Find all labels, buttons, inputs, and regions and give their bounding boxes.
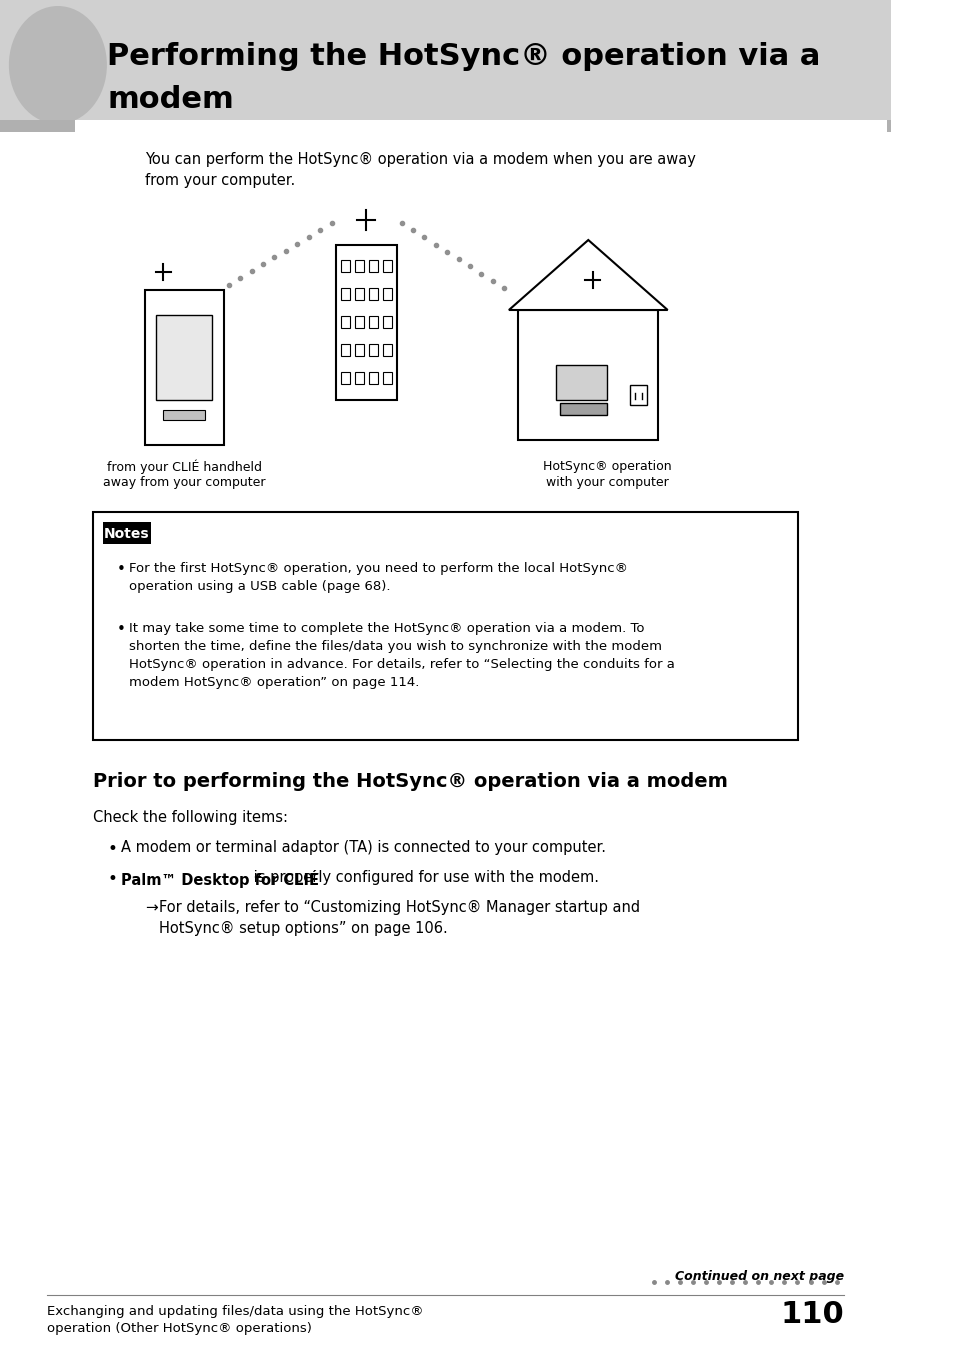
Text: •: •: [108, 869, 117, 888]
Text: Palm™ Desktop for CLIÉ: Palm™ Desktop for CLIÉ: [121, 869, 319, 888]
Text: away from your computer: away from your computer: [103, 476, 265, 489]
Text: →: →: [145, 900, 157, 915]
Text: •: •: [116, 622, 126, 637]
Bar: [382, 372, 392, 384]
Bar: [630, 385, 646, 406]
Text: operation (Other HotSync® operations): operation (Other HotSync® operations): [47, 1322, 312, 1334]
Text: is properly configured for use with the modem.: is properly configured for use with the …: [249, 869, 598, 886]
Bar: [369, 288, 377, 300]
Text: You can perform the HotSync® operation via a modem when you are away
from your c: You can perform the HotSync® operation v…: [145, 151, 695, 188]
Text: Exchanging and updating files/data using the HotSync®: Exchanging and updating files/data using…: [47, 1305, 423, 1318]
Text: from your CLIÉ handheld: from your CLIÉ handheld: [107, 460, 262, 475]
Bar: [0, 0, 890, 120]
Text: 110: 110: [780, 1301, 843, 1329]
Bar: [382, 260, 392, 272]
Bar: [355, 288, 364, 300]
Bar: [369, 372, 377, 384]
Bar: [369, 260, 377, 272]
Bar: [155, 315, 212, 400]
Text: Check the following items:: Check the following items:: [93, 810, 288, 825]
Text: •: •: [108, 840, 117, 859]
Text: Notes: Notes: [104, 527, 150, 541]
Bar: [74, 120, 886, 132]
Bar: [355, 372, 364, 384]
Text: It may take some time to complete the HotSync® operation via a modem. To
shorten: It may take some time to complete the Ho…: [129, 622, 674, 690]
Bar: [163, 410, 204, 420]
Bar: [340, 260, 350, 272]
Text: Prior to performing the HotSync® operation via a modem: Prior to performing the HotSync® operati…: [93, 772, 727, 791]
Text: with your computer: with your computer: [545, 476, 668, 489]
Text: For details, refer to “Customizing HotSync® Manager startup and
HotSync® setup o: For details, refer to “Customizing HotSy…: [158, 900, 639, 936]
Bar: [340, 316, 350, 329]
Text: For the first HotSync® operation, you need to perform the local HotSync®
operati: For the first HotSync® operation, you ne…: [129, 562, 627, 594]
Bar: [355, 260, 364, 272]
Bar: [340, 288, 350, 300]
Text: modem: modem: [108, 85, 233, 114]
Bar: [517, 310, 658, 439]
Polygon shape: [508, 241, 667, 310]
Bar: [369, 343, 377, 356]
Bar: [355, 316, 364, 329]
Bar: [145, 289, 224, 445]
Bar: [382, 316, 392, 329]
Text: Continued on next page: Continued on next page: [675, 1270, 843, 1283]
Ellipse shape: [9, 5, 107, 124]
Bar: [369, 316, 377, 329]
Bar: [340, 343, 350, 356]
Bar: [340, 372, 350, 384]
Bar: [93, 512, 798, 740]
Text: •: •: [116, 562, 126, 577]
Bar: [103, 522, 152, 544]
Text: A modem or terminal adaptor (TA) is connected to your computer.: A modem or terminal adaptor (TA) is conn…: [121, 840, 606, 854]
Bar: [382, 288, 392, 300]
Bar: [382, 343, 392, 356]
Bar: [555, 365, 606, 400]
Text: Performing the HotSync® operation via a: Performing the HotSync® operation via a: [108, 42, 820, 72]
Bar: [0, 120, 890, 132]
Bar: [335, 245, 396, 400]
Bar: [355, 343, 364, 356]
Text: HotSync® operation: HotSync® operation: [542, 460, 671, 473]
Bar: [559, 403, 606, 415]
